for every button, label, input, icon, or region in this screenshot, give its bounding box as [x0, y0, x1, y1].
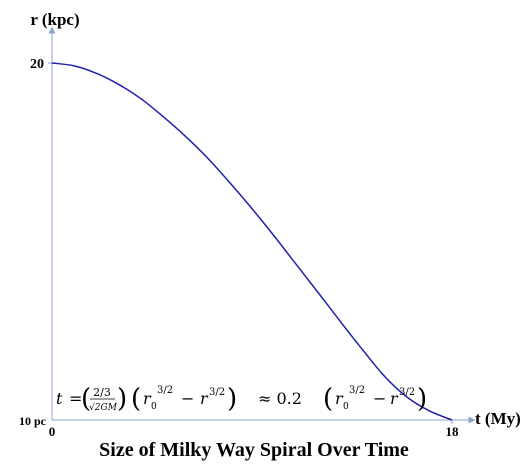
eq-approx: ≈ 0.2: [258, 389, 302, 408]
eq-r0-pow-b: 3/2: [349, 385, 365, 396]
eq-paren-open-3: (: [323, 384, 333, 414]
series-line: [51, 62, 453, 421]
eq-r-b: r: [390, 389, 399, 408]
x-axis-label: t (My): [475, 409, 521, 428]
eq-r: r: [200, 389, 209, 408]
eq-r-pow: 3/2: [209, 387, 225, 398]
eq-minus-1: −: [181, 389, 194, 408]
eq-frac-den: √2GM: [89, 402, 118, 413]
eq-paren-open-2: (: [131, 384, 141, 414]
eq-r0-sub-b: 0: [343, 402, 349, 412]
equation-annotation: t = ( 2/3 √2GM ) ( r 0 3/2 − r 3/2 ) ≈ 0…: [56, 384, 427, 414]
eq-paren-close-1: ): [117, 384, 127, 414]
x-tick-label-start: 0: [49, 424, 56, 439]
y-axis-label: r (kpc): [30, 10, 79, 29]
y-tick-label-top: 20: [30, 57, 44, 72]
eq-r0-pow: 3/2: [157, 385, 173, 396]
eq-equals: =: [69, 389, 82, 408]
x-tick-label-end: 18: [446, 424, 460, 439]
eq-paren-close-2: ): [227, 384, 237, 414]
eq-paren-open-1: (: [81, 384, 91, 414]
eq-frac-num: 2/3: [93, 386, 111, 399]
eq-r0: r: [143, 389, 152, 408]
y-tick-label-bottom: 10 pc: [19, 414, 47, 428]
eq-r0-b: r: [335, 389, 344, 408]
eq-paren-close-3: ): [417, 384, 427, 414]
chart-title: Size of Milky Way Spiral Over Time: [99, 439, 409, 461]
eq-r0-sub: 0: [151, 402, 157, 412]
eq-r-pow-b: 3/2: [399, 387, 415, 398]
eq-lhs: t: [56, 389, 63, 408]
eq-minus-2: −: [373, 389, 386, 408]
